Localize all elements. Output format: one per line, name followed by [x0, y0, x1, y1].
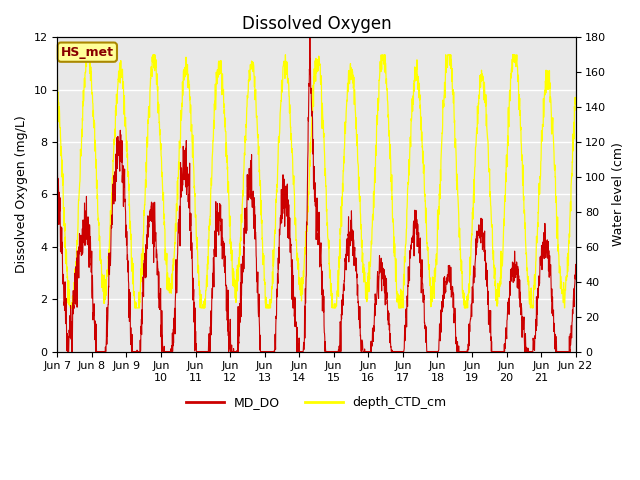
Title: Dissolved Oxygen: Dissolved Oxygen — [242, 15, 391, 33]
Legend: MD_DO, depth_CTD_cm: MD_DO, depth_CTD_cm — [181, 391, 452, 414]
Y-axis label: Dissolved Oxygen (mg/L): Dissolved Oxygen (mg/L) — [15, 116, 28, 273]
Y-axis label: Water level (cm): Water level (cm) — [612, 143, 625, 246]
Text: HS_met: HS_met — [61, 46, 114, 59]
